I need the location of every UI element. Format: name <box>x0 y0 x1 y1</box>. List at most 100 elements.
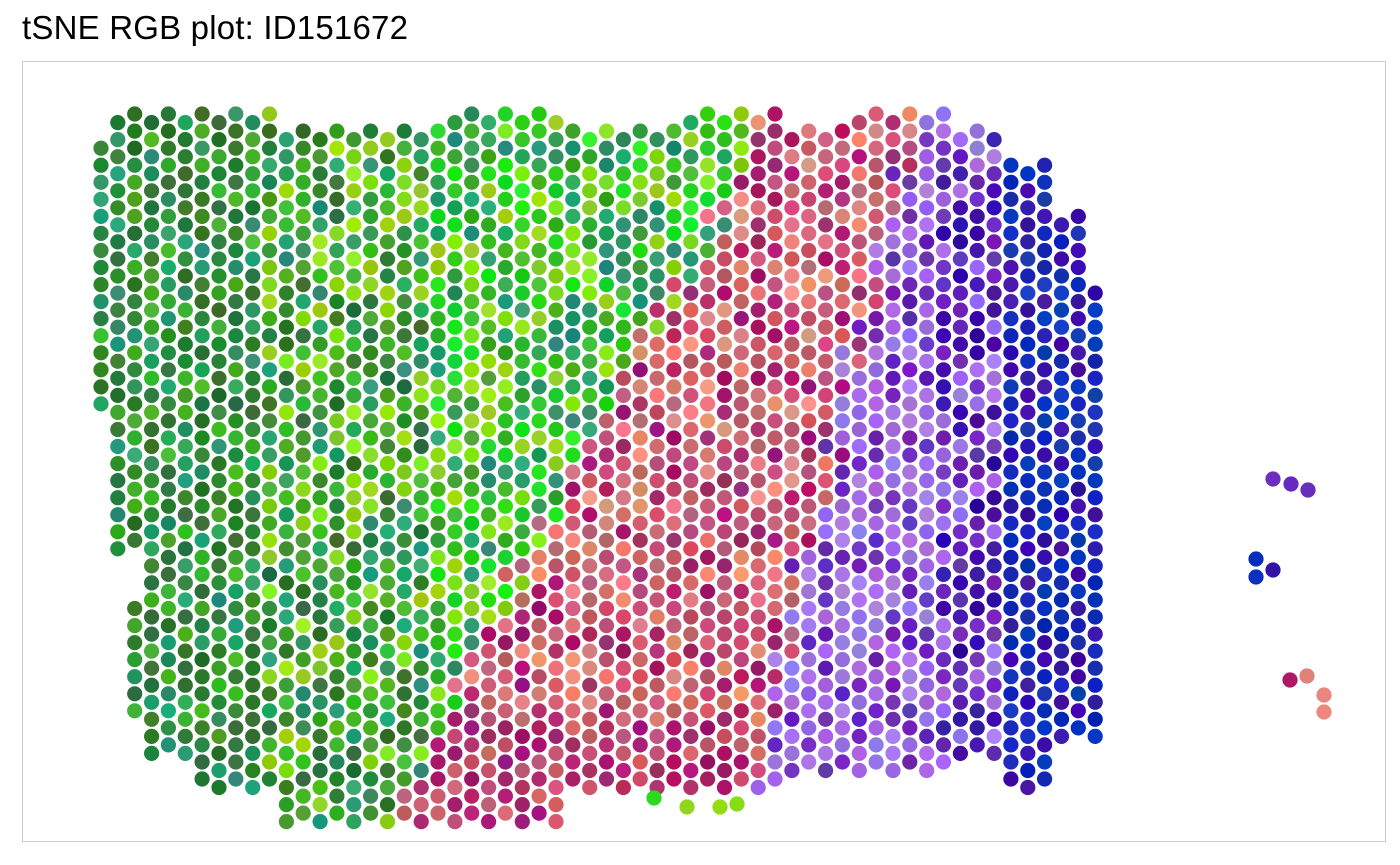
scatter-point <box>598 430 615 446</box>
scatter-point <box>716 677 733 693</box>
scatter-point <box>919 200 935 216</box>
scatter-point <box>447 456 463 472</box>
scatter-point <box>447 200 463 216</box>
scatter-point <box>851 745 867 762</box>
scatter-point <box>851 370 867 386</box>
scatter-point <box>464 549 480 565</box>
scatter-point <box>767 106 783 122</box>
scatter-point <box>834 123 851 139</box>
scatter-point <box>952 643 969 659</box>
scatter-point <box>582 336 598 352</box>
scatter-point <box>211 660 227 676</box>
scatter-point <box>177 302 193 318</box>
scatter-point <box>565 311 581 327</box>
scatter-point <box>228 430 244 446</box>
scatter-point <box>329 174 345 190</box>
scatter-point <box>733 328 749 344</box>
scatter-point <box>413 217 429 233</box>
scatter-point <box>110 132 126 148</box>
scatter-point <box>935 481 952 497</box>
scatter-point <box>767 396 783 412</box>
scatter-point <box>447 490 463 506</box>
scatter-point <box>295 549 311 565</box>
scatter-point <box>733 277 749 293</box>
scatter-point <box>683 609 699 625</box>
scatter-point <box>447 149 463 165</box>
scatter-point <box>733 259 749 276</box>
scatter-point <box>885 438 901 455</box>
scatter-point <box>834 225 851 241</box>
scatter-point <box>615 711 632 727</box>
scatter-point <box>329 396 345 412</box>
scatter-point <box>851 541 867 557</box>
scatter-point <box>801 754 817 770</box>
plot-panel <box>22 61 1386 842</box>
scatter-point <box>969 583 985 600</box>
scatter-point <box>1070 362 1086 378</box>
scatter-point <box>211 745 227 762</box>
scatter-point <box>430 430 446 446</box>
scatter-point <box>851 473 867 489</box>
scatter-point <box>160 140 176 156</box>
scatter-point <box>733 106 749 122</box>
scatter-point <box>1020 387 1036 403</box>
scatter-point <box>885 490 901 506</box>
scatter-point <box>868 618 884 634</box>
scatter-point <box>363 191 379 207</box>
scatter-point <box>497 311 513 327</box>
scatter-point <box>312 166 328 182</box>
scatter-point <box>582 217 598 233</box>
scatter-point <box>110 370 126 386</box>
scatter-point <box>464 771 480 787</box>
scatter-point <box>986 149 1002 165</box>
scatter-point <box>598 294 615 310</box>
scatter-point <box>615 626 632 642</box>
scatter-point <box>919 592 935 608</box>
scatter-point <box>801 311 817 327</box>
scatter-point <box>784 490 800 506</box>
scatter-point <box>278 797 294 813</box>
scatter-point <box>228 686 244 702</box>
scatter-point <box>144 115 160 131</box>
scatter-point <box>211 421 227 438</box>
scatter-point <box>952 660 969 676</box>
scatter-point <box>110 166 126 182</box>
scatter-point <box>986 694 1002 710</box>
scatter-point <box>615 694 632 710</box>
scatter-point <box>481 797 497 813</box>
scatter-point <box>582 166 598 182</box>
scatter-point <box>211 319 227 335</box>
scatter-point <box>834 498 851 514</box>
scatter-point <box>935 413 952 429</box>
scatter-point <box>632 140 648 156</box>
scatter-point <box>1070 686 1086 702</box>
scatter-point <box>632 208 648 224</box>
scatter-point <box>784 473 800 489</box>
scatter-point <box>565 157 581 173</box>
scatter-point <box>598 771 615 787</box>
scatter-point <box>531 294 547 310</box>
scatter-point <box>919 370 935 386</box>
scatter-point <box>127 686 143 702</box>
scatter-point <box>1037 362 1053 378</box>
scatter-point <box>194 277 210 293</box>
scatter-point <box>144 711 160 727</box>
scatter-point <box>649 609 665 625</box>
scatter-point <box>818 541 834 557</box>
scatter-point <box>615 779 632 796</box>
scatter-point <box>245 762 261 779</box>
scatter-point <box>211 558 227 574</box>
scatter-point <box>750 404 766 420</box>
scatter-point <box>194 447 210 463</box>
scatter-point <box>346 677 362 693</box>
scatter-point <box>632 174 648 190</box>
scatter-point <box>700 430 716 446</box>
scatter-point <box>110 387 126 403</box>
scatter-point <box>464 396 480 412</box>
scatter-point <box>497 549 513 565</box>
scatter-point <box>127 430 143 446</box>
scatter-point <box>228 669 244 685</box>
scatter-point <box>834 396 851 412</box>
scatter-point <box>598 396 615 412</box>
scatter-point <box>683 404 699 420</box>
